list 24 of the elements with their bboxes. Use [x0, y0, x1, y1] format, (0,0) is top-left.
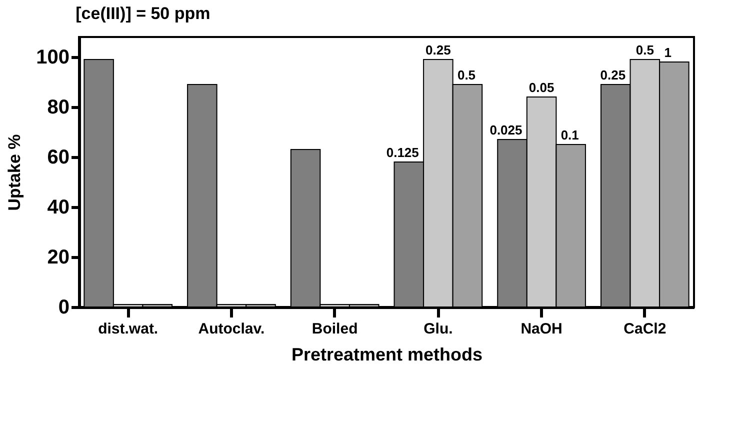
- y-tick-label: 60: [47, 146, 70, 168]
- annotation: 0.05: [528, 80, 554, 95]
- annotation: 0.25: [600, 68, 626, 82]
- annotation: 0.25: [426, 42, 451, 58]
- y-tick-label: 100: [36, 46, 70, 68]
- chart-title: [ce(III)] = 50 ppm: [76, 4, 210, 23]
- annotation: 1: [664, 45, 672, 60]
- annotation: 0.5: [457, 68, 476, 82]
- annotation: 0.1: [560, 128, 579, 142]
- x-axis-title: Pretreatment methods: [291, 344, 483, 364]
- y-tick-label: 80: [47, 96, 70, 118]
- x-tick-label: CaCl2: [624, 320, 666, 338]
- annotation: 0.125: [386, 145, 419, 160]
- annotation: 0.025: [490, 122, 522, 138]
- x-tick-label: Glu.: [424, 320, 453, 338]
- x-tick-label: Autoclav.: [198, 320, 265, 338]
- x-tick-label: NaOH: [520, 320, 562, 338]
- y-tick-label: 0: [58, 296, 70, 318]
- annotation: 0.5: [636, 42, 654, 58]
- y-tick-label: 20: [47, 246, 70, 268]
- x-tick-label: dist.wat.: [98, 320, 158, 338]
- x-tick-label: Boiled: [312, 320, 358, 338]
- y-tick-label: 40: [47, 196, 70, 218]
- y-axis-title: Uptake %: [5, 134, 24, 211]
